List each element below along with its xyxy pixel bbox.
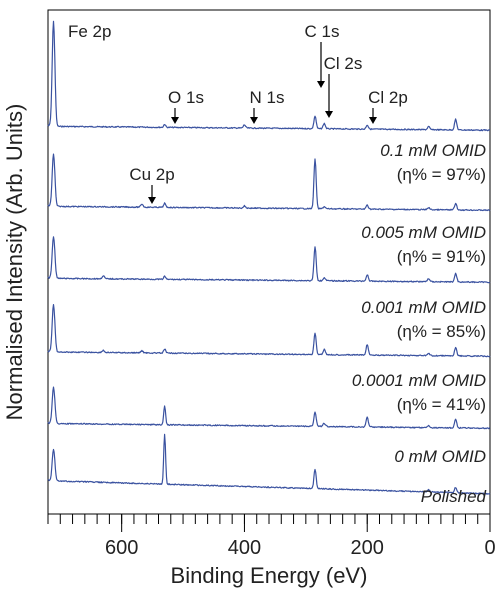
trace-label: Polished: [421, 487, 487, 506]
trace-label: 0.0001 mM OMID: [352, 371, 486, 390]
peak-arrow-head: [369, 117, 377, 124]
peak-arrow-head: [325, 111, 333, 118]
x-tick-label: 400: [228, 537, 261, 559]
x-major-ticks: 600 400 200 0: [105, 514, 496, 559]
trace-efficiency-label: (η% = 97%): [397, 165, 486, 184]
trace-efficiency-label: (η% = 91%): [397, 247, 486, 266]
trace-label: 0.1 mM OMID: [380, 141, 486, 160]
x-axis-label: Binding Energy (eV): [171, 563, 368, 588]
peak-arrow-head: [250, 117, 258, 124]
peak-arrow-head: [317, 81, 325, 88]
y-axis-label: Normalised Intensity (Arb. Units): [2, 104, 27, 421]
peak-label: C 1s: [305, 22, 340, 41]
peak-label: Fe 2p: [68, 22, 111, 41]
trace-efficiency-label: (η% = 85%): [397, 322, 486, 341]
trace-labels: 0.1 mM OMID (η% = 97%) 0.005 mM OMID (η% = …: [352, 141, 487, 506]
peak-arrow-head: [148, 197, 156, 204]
peak-arrow-head: [171, 117, 179, 124]
x-tick-label: 200: [351, 537, 384, 559]
spectrum-line: [47, 20, 490, 132]
spectrum-line: [47, 386, 491, 430]
peak-label: O 1s: [168, 88, 204, 107]
peak-label: Cl 2s: [324, 54, 363, 73]
x-tick-label: 0: [484, 537, 495, 559]
trace-label: 0.005 mM OMID: [361, 223, 486, 242]
x-minor-ticks: [47, 514, 491, 524]
spectrum-line: [47, 236, 491, 284]
peak-label: N 1s: [250, 88, 285, 107]
peak-label: Cl 2p: [368, 88, 408, 107]
trace-efficiency-label: (η% = 41%): [397, 395, 486, 414]
peak-label: Cu 2p: [129, 165, 174, 184]
trace-label: 0 mM OMID: [394, 447, 486, 466]
peak-annotations: Fe 2p O 1s N 1s C 1s Cl 2s Cl 2p Cu 2p: [68, 22, 408, 204]
spectra: [47, 20, 491, 495]
x-tick-label: 600: [105, 537, 138, 559]
spectrum-line: [47, 433, 491, 495]
trace-label: 0.001 mM OMID: [361, 298, 486, 317]
spectrum-line: [47, 153, 491, 212]
spectrum-line: [47, 304, 491, 358]
